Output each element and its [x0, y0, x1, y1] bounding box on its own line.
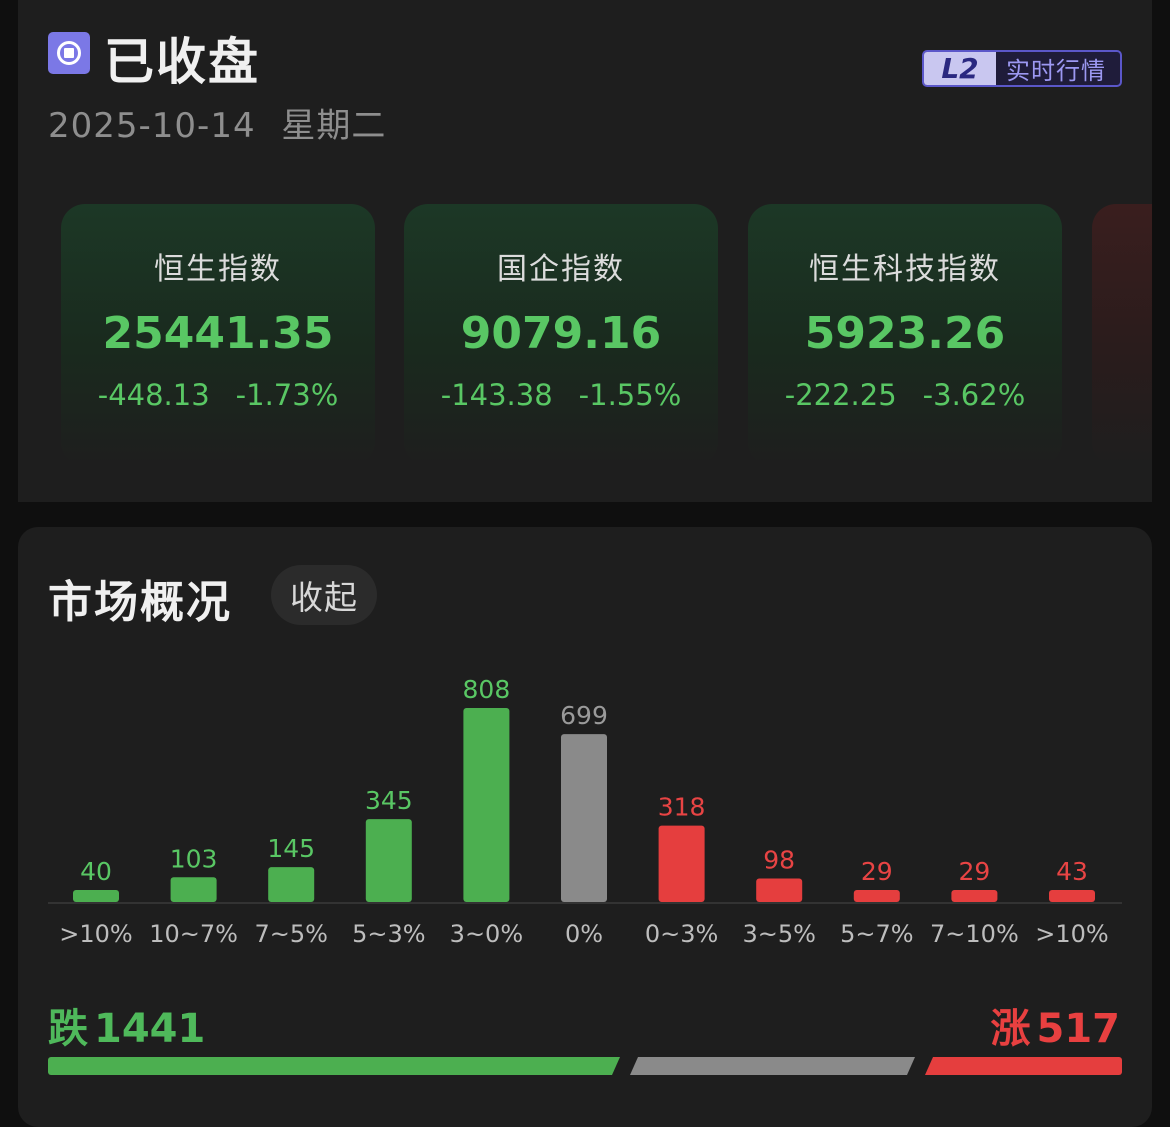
stop-icon [57, 41, 81, 65]
ratio-bar-rise [925, 1057, 1122, 1075]
index-value: 5923.26 [804, 308, 1006, 359]
index-change-percent: -3.62% [922, 378, 1026, 412]
category-label: >10% [59, 920, 132, 948]
l2-logo: L2 [924, 52, 996, 85]
index-change: -143.38 -1.55% [404, 378, 718, 412]
weekday-text: 星期二 [281, 106, 387, 146]
index-change-percent: -1.55% [578, 378, 682, 412]
bar-value-label: 40 [80, 857, 112, 886]
bar-value-label: 699 [560, 701, 608, 730]
market-status: 已收盘 [104, 33, 260, 91]
index-name: 恒生指数 [154, 252, 282, 287]
chart-bar[interactable] [853, 890, 900, 902]
index-change: -448.13 -1.73% [61, 378, 375, 412]
fall-count: 1441 [94, 1006, 206, 1052]
section-title: 市场概况 [48, 577, 232, 628]
bar-value-label: 345 [365, 786, 413, 815]
chart-bar[interactable] [463, 708, 510, 902]
ratio-bar-fall [48, 1057, 620, 1075]
chart-bar[interactable] [756, 878, 803, 902]
chart-bar[interactable] [170, 877, 217, 902]
bar-value-label: 808 [463, 675, 511, 704]
bar-value-label: 98 [763, 845, 795, 874]
chart-bar[interactable] [561, 734, 607, 902]
rise-count: 517 [1036, 1006, 1121, 1052]
fall-label: 跌 [48, 1006, 88, 1052]
bar-value-label: 43 [1056, 857, 1088, 886]
index-change-points: -143.38 [440, 378, 553, 412]
index-card-hscei[interactable]: 国企指数 9079.16 -143.38 -1.55% [404, 204, 718, 466]
chart-bar[interactable] [658, 825, 705, 902]
category-label: 5~3% [352, 920, 425, 948]
collapse-button[interactable]: 收起 [271, 565, 377, 625]
rise-label: 涨 [990, 1006, 1031, 1052]
index-card-hsi[interactable]: 恒生指数 25441.35 -448.13 -1.73% [61, 204, 375, 466]
rise-total: 涨 517 [991, 996, 1121, 1054]
index-change-points: -222.25 [784, 378, 897, 412]
index-card-hstech[interactable]: 恒生科技指数 5923.26 -222.25 -3.62% [748, 204, 1062, 466]
trading-date: 2025-10-14 星期二 [48, 98, 386, 147]
chart-bar[interactable] [268, 867, 315, 902]
index-value: 25441.35 [102, 308, 334, 359]
bar-value-label: 145 [267, 834, 315, 863]
realtime-label: 实时行情 [1006, 57, 1106, 85]
index-name: 国企指数 [497, 252, 625, 287]
bar-value-label: 29 [861, 857, 893, 886]
distribution-chart: 40 >10% 103 10~7% 145 7~5% 345 5~3% 808 3~0% 699 0%… [48, 675, 1122, 948]
market-closed-icon [48, 32, 90, 74]
category-label: 10~7% [149, 920, 238, 948]
category-label: 3~5% [742, 920, 815, 948]
category-label: 7~5% [254, 920, 327, 948]
chart-bar[interactable] [365, 819, 412, 902]
index-change-percent: -1.73% [235, 378, 339, 412]
index-change-points: -448.13 [97, 378, 210, 412]
index-card-partial[interactable] [1092, 204, 1152, 466]
index-value: 9079.16 [460, 308, 662, 359]
bar-value-label: 318 [658, 793, 706, 822]
date-text: 2025-10-14 [48, 106, 256, 146]
ratio-bar-flat [630, 1057, 915, 1075]
category-label: 0~3% [645, 920, 718, 948]
l2-realtime-badge[interactable]: L2 实时行情 [922, 50, 1122, 87]
index-name: 恒生科技指数 [809, 252, 1001, 287]
category-label: 7~10% [930, 920, 1019, 948]
chart-bar[interactable] [1049, 890, 1095, 902]
category-label: 5~7% [840, 920, 913, 948]
bar-value-label: 103 [170, 844, 218, 873]
chart-bar[interactable] [73, 890, 119, 902]
chart-bar[interactable] [951, 890, 998, 902]
category-label: >10% [1035, 920, 1108, 948]
fall-total: 跌 1441 [48, 996, 205, 1054]
bar-value-label: 29 [958, 857, 990, 886]
category-label: 3~0% [450, 920, 523, 948]
index-change: -222.25 -3.62% [748, 378, 1062, 412]
category-label: 0% [565, 920, 603, 948]
